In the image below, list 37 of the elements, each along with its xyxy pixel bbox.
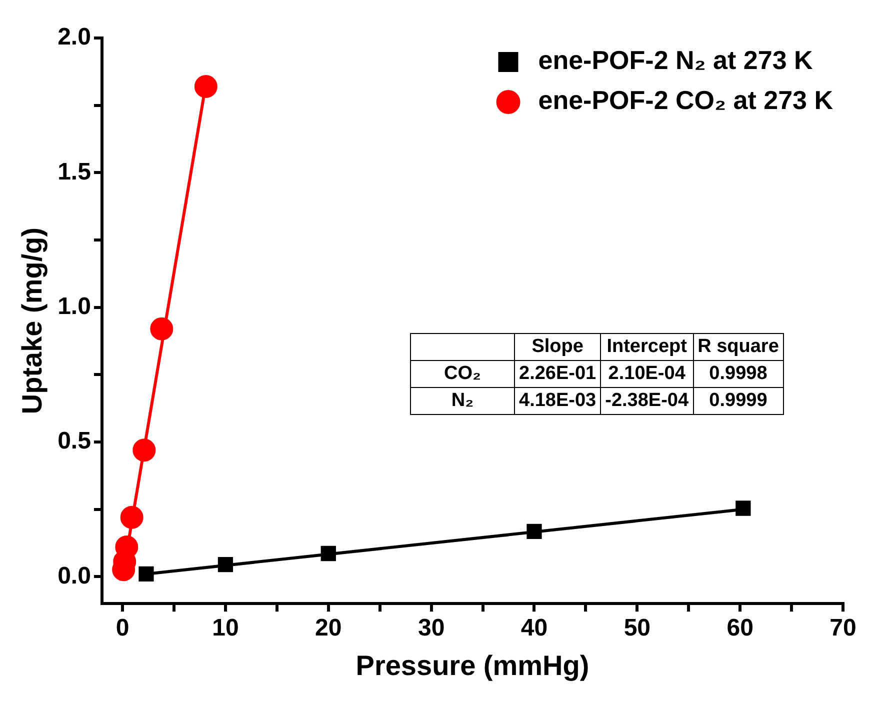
x-tick-label: 30 — [418, 614, 445, 642]
annotation: R square — [693, 334, 784, 360]
annotation: 0.9999 — [693, 388, 784, 414]
y-axis-title: Uptake (mg/g) — [16, 227, 48, 414]
legend-label: ene-POF-2 CO₂ at 273 K — [538, 85, 834, 116]
y-tick-label: 1.5 — [58, 158, 91, 186]
annotation: 2.10E-04 — [600, 360, 694, 388]
legend-label: ene-POF-2 N₂ at 273 K — [538, 45, 813, 76]
annotation: -2.38E-04 — [600, 388, 694, 414]
x-tick-label: 60 — [726, 614, 754, 642]
x-tick-label: 50 — [624, 614, 651, 642]
x-tick-label: 0 — [116, 614, 130, 642]
annotation: Intercept — [600, 334, 694, 360]
y-tick-label: 0.0 — [58, 562, 91, 590]
y-tick-label: 2.0 — [58, 24, 91, 51]
annotation: CO₂ — [410, 360, 514, 388]
point — [526, 524, 542, 539]
point — [120, 506, 144, 529]
annotation: 4.18E-03 — [514, 388, 601, 414]
y-tick-label: 0.5 — [58, 428, 91, 455]
point — [194, 74, 218, 98]
annotation: Slope — [514, 334, 601, 360]
y-tick-label: 1.0 — [58, 292, 91, 320]
annotation: 0.9998 — [693, 360, 784, 388]
point — [138, 566, 154, 582]
x-tick-label: 70 — [830, 614, 856, 642]
point — [320, 546, 336, 562]
point — [150, 317, 174, 340]
x-tick-label: 40 — [520, 614, 548, 642]
x-tick-label: 20 — [315, 614, 342, 642]
annotation: N₂ — [410, 388, 514, 414]
point — [132, 438, 156, 462]
annotation: 2.26E-01 — [514, 360, 601, 388]
x-axis-title: Pressure (mmHg) — [356, 650, 590, 681]
point — [736, 500, 751, 516]
x-tick-label: 10 — [212, 614, 239, 642]
point — [218, 556, 234, 572]
